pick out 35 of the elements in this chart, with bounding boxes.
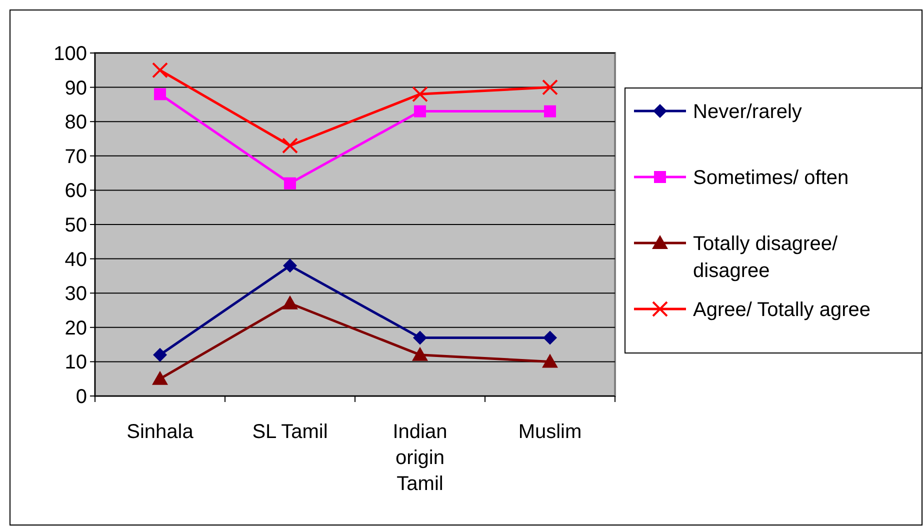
y-tick-label: 40 [64,248,87,271]
y-tick-label: 100 [54,43,87,65]
point [542,79,558,96]
point [414,105,426,118]
point [154,88,166,100]
y-tick-label: 50 [64,214,87,236]
point [282,295,298,310]
y-tick-label: 30 [64,283,87,306]
legend-label: Totally disagree/ disagree [693,233,838,282]
point [284,177,296,190]
x-tick-label: SL Tamil [252,421,328,443]
point [412,346,428,361]
legend-label: Sometimes/ often [693,167,849,189]
point [152,62,168,78]
legend-label: Never/rarely [693,101,802,123]
x-tick-label: Indian origin Tamil [392,421,448,495]
point [544,105,556,118]
y-tick-label: 70 [64,146,87,168]
y-tick-label: 90 [64,77,87,100]
point [153,348,167,362]
x-tick-label: Sinhala [126,421,194,443]
point [542,354,558,368]
point [152,370,168,385]
y-tick-label: 60 [64,180,87,202]
y-tick-label: 80 [64,112,87,134]
point [413,330,427,345]
y-tick-label: 0 [76,386,87,408]
y-tick-label: 10 [64,352,87,374]
point [283,258,297,273]
x-tick-label: Muslim [518,421,582,443]
y-tick-label: 20 [64,317,87,340]
legend-label: Agree/ Totally agree [693,299,871,321]
point [282,138,298,154]
point [412,86,428,102]
point [543,330,557,345]
